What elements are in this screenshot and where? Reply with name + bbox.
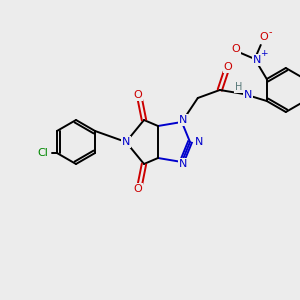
Text: N: N (122, 137, 130, 147)
Text: N: N (195, 137, 203, 147)
Text: Cl: Cl (38, 148, 48, 158)
Text: O: O (224, 62, 232, 72)
Text: O: O (134, 184, 142, 194)
Text: O: O (231, 44, 240, 54)
Text: N: N (178, 159, 187, 169)
Text: +: + (260, 50, 268, 58)
Text: O: O (134, 90, 142, 100)
Text: N: N (253, 55, 261, 65)
Text: N: N (178, 115, 187, 125)
Text: N: N (244, 90, 252, 100)
Text: -: - (269, 27, 272, 37)
Text: H: H (235, 82, 242, 92)
Text: O: O (260, 32, 268, 42)
